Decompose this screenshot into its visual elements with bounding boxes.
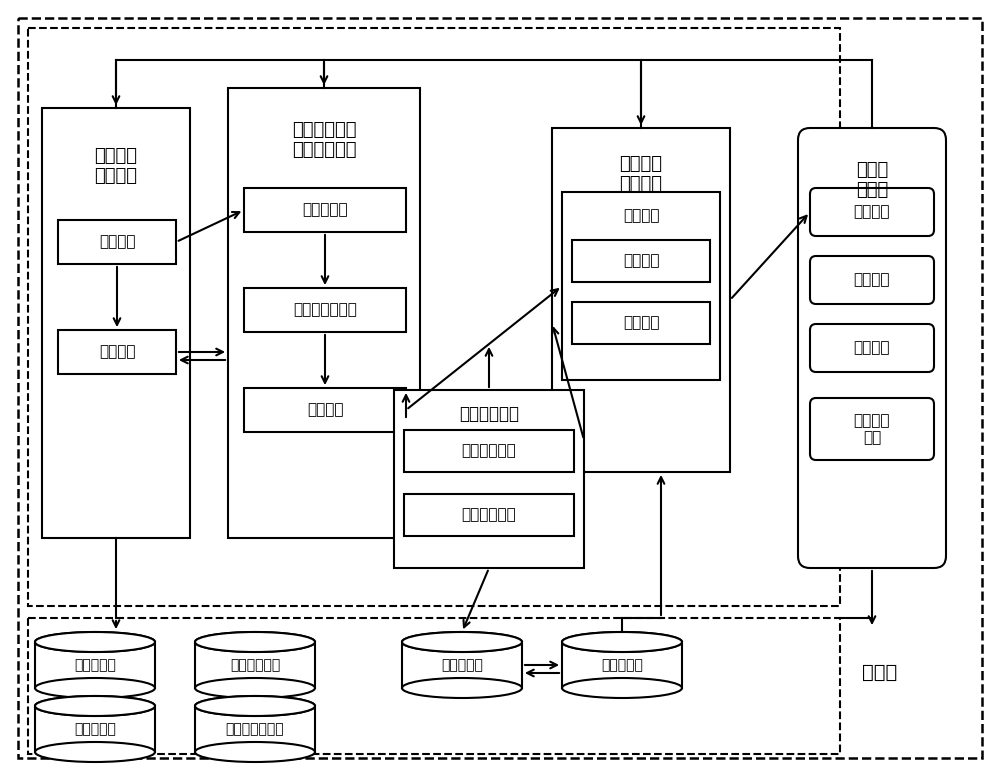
Text: 数据预处理: 数据预处理 <box>302 202 348 218</box>
Bar <box>572 302 710 344</box>
Text: 人机交
互模块: 人机交 互模块 <box>856 161 888 199</box>
Text: 设备数据
管理模块: 设备数据 管理模块 <box>94 147 138 185</box>
Text: 数控机床设备
数据判读模块: 数控机床设备 数据判读模块 <box>292 120 356 159</box>
Bar <box>35 642 155 688</box>
FancyBboxPatch shape <box>810 188 934 236</box>
Text: 搜索匹配: 搜索匹配 <box>623 316 659 330</box>
Text: 告警判据挖掘: 告警判据挖掘 <box>462 443 516 459</box>
Bar <box>195 706 315 752</box>
Text: 过程数据库: 过程数据库 <box>74 722 116 736</box>
Text: 征兆提取: 征兆提取 <box>307 402 343 418</box>
Ellipse shape <box>562 678 682 698</box>
Ellipse shape <box>562 632 682 652</box>
FancyBboxPatch shape <box>810 256 934 304</box>
Bar <box>572 240 710 282</box>
Text: 数据挖掘模块: 数据挖掘模块 <box>459 405 519 423</box>
Ellipse shape <box>195 632 315 652</box>
Text: 监测数据: 监测数据 <box>854 273 890 287</box>
Ellipse shape <box>195 678 315 698</box>
Ellipse shape <box>195 632 315 652</box>
Ellipse shape <box>195 742 315 762</box>
Bar <box>244 288 406 332</box>
Text: 操作控制
接口: 操作控制 接口 <box>854 413 890 445</box>
Ellipse shape <box>35 632 155 652</box>
Text: 预处理函数库: 预处理函数库 <box>230 658 280 672</box>
Text: 诊断知识库: 诊断知识库 <box>601 658 643 672</box>
FancyBboxPatch shape <box>810 398 934 460</box>
Text: 智能故障
诊断模块: 智能故障 诊断模块 <box>620 154 662 194</box>
Bar <box>394 390 584 568</box>
Bar <box>58 220 176 264</box>
Ellipse shape <box>35 632 155 652</box>
Bar <box>552 128 730 472</box>
FancyBboxPatch shape <box>798 128 946 568</box>
Bar <box>562 642 682 688</box>
Text: 数据库: 数据库 <box>862 662 898 682</box>
Bar <box>42 108 190 538</box>
Bar <box>244 388 406 432</box>
Bar <box>28 618 840 754</box>
Bar <box>28 28 840 606</box>
Ellipse shape <box>35 696 155 716</box>
Ellipse shape <box>402 678 522 698</box>
Ellipse shape <box>562 632 682 652</box>
Text: 高性能特征提取: 高性能特征提取 <box>293 303 357 317</box>
Ellipse shape <box>35 696 155 716</box>
Text: 历史数据库: 历史数据库 <box>74 658 116 672</box>
Bar <box>404 494 574 536</box>
Text: 管理操作: 管理操作 <box>99 344 135 360</box>
Text: 黑板模型: 黑板模型 <box>623 253 659 269</box>
Bar <box>404 430 574 472</box>
Bar <box>244 188 406 232</box>
Bar <box>58 330 176 374</box>
Text: 推理机制: 推理机制 <box>623 208 659 224</box>
Ellipse shape <box>195 696 315 716</box>
Bar <box>562 192 720 380</box>
Bar <box>228 88 420 538</box>
Ellipse shape <box>35 742 155 762</box>
Text: 特征提取算法库: 特征提取算法库 <box>226 722 284 736</box>
Text: 诊断结果: 诊断结果 <box>854 205 890 219</box>
Ellipse shape <box>402 632 522 652</box>
FancyBboxPatch shape <box>810 324 934 372</box>
Ellipse shape <box>402 632 522 652</box>
Text: 实测数据: 实测数据 <box>99 235 135 249</box>
Ellipse shape <box>35 678 155 698</box>
Text: 过程数据: 过程数据 <box>854 340 890 355</box>
Bar <box>195 642 315 688</box>
Ellipse shape <box>195 696 315 716</box>
Text: 诊断规则挖掘: 诊断规则挖掘 <box>462 507 516 523</box>
Bar <box>35 706 155 752</box>
Bar <box>402 642 522 688</box>
Text: 告警判据库: 告警判据库 <box>441 658 483 672</box>
